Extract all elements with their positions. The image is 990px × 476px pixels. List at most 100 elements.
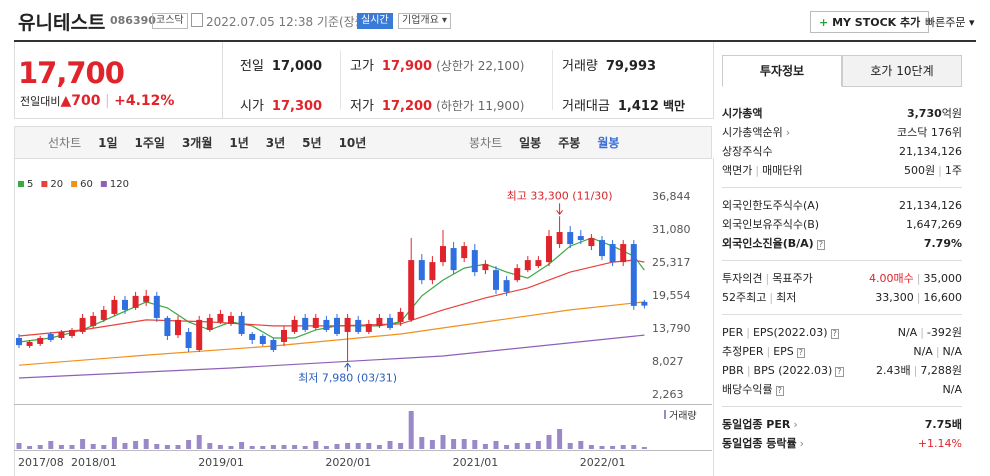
x-tick-label: 2022/01 — [580, 456, 626, 469]
separator: | — [766, 345, 771, 358]
link-icon: › — [799, 437, 805, 450]
info-row[interactable]: 동일업종 PER › 7.75배 — [722, 415, 962, 434]
period-button[interactable]: 1주일 — [134, 136, 165, 150]
period-button[interactable]: 3개월 — [181, 136, 213, 150]
candle-body — [47, 333, 54, 340]
volume-bar — [451, 439, 457, 449]
volume-bar — [525, 443, 531, 449]
candle-body — [524, 260, 531, 271]
value-text: N/A — [913, 345, 933, 358]
tab[interactable]: 투자정보 — [722, 55, 842, 87]
info-panel: 투자정보 호가 10단계 시가총액 3,730억원 시가총액순위 › 코스닥 176위 상장… — [722, 55, 962, 460]
row-label: 시가총액순위 › — [722, 123, 790, 142]
volume-bar — [387, 441, 393, 449]
period-button[interactable]: 월봉 — [597, 136, 620, 150]
label-text: 동일업종 PER — [722, 418, 791, 431]
row-value: 2.43배 | 7,288원 — [876, 361, 962, 380]
quote-value: 79,993 — [605, 59, 657, 74]
candle-body — [206, 317, 213, 330]
legend-swatch — [41, 181, 48, 187]
volume-bar — [610, 446, 616, 449]
value-text: 3,730 — [906, 107, 942, 120]
row-value: 500원 | 1주 — [904, 161, 962, 180]
value-text: 21,134,126 — [899, 145, 962, 158]
quick-order-text: 빠른주문 — [925, 16, 966, 29]
candle-body — [164, 317, 171, 336]
candle-body — [397, 311, 404, 322]
row-value: +1.14% — [918, 434, 962, 453]
value-text: 35,000 — [923, 272, 963, 285]
quote-value: 17,300 — [271, 99, 323, 114]
period-button[interactable]: 3년 — [265, 136, 286, 150]
volume-bar — [419, 437, 425, 449]
annotation: 최저 7,980 (03/31) — [298, 371, 397, 384]
stock-code: 086390 — [110, 14, 156, 27]
value-text: +1.14% — [917, 437, 962, 450]
candle-body — [228, 315, 234, 324]
label-text: 외국인한도주식수(A) — [722, 199, 820, 212]
value-text: 7.79% — [923, 237, 962, 250]
period-button[interactable]: 10년 — [338, 136, 367, 150]
x-tick-label: 2019/01 — [198, 456, 244, 469]
row-label: 상장주식수 — [722, 142, 773, 161]
quote-label: 시가 — [240, 99, 264, 114]
volume-bar — [472, 440, 478, 449]
info-icon: ? — [796, 348, 806, 358]
volume-bar — [345, 443, 351, 449]
separator: | — [920, 326, 924, 339]
quote-label: 거래량 — [562, 59, 598, 74]
candle-body — [217, 313, 224, 322]
info-row[interactable]: 시가총액순위 › 코스닥 176위 — [722, 123, 962, 142]
row-label: 동일업종 등락률 › — [722, 434, 804, 453]
candle-body — [440, 246, 446, 263]
x-tick-label: 2021/01 — [453, 456, 499, 469]
line-periods: 선차트 1일 1주일 3개월 1년 3년 5년 10년 — [48, 134, 366, 151]
realtime-badge: 실시간 — [357, 13, 393, 29]
label-text: BPS (2022.03) — [753, 364, 833, 377]
annotation: 최고 33,300 (11/30) — [507, 189, 613, 202]
row-label: 외국인한도주식수(A) — [722, 196, 819, 215]
candle-body — [196, 319, 203, 350]
row-value: 3,730억원 — [907, 104, 962, 123]
overview-button[interactable]: 기업개요 ▾ — [398, 13, 452, 29]
legend-swatch — [71, 181, 78, 187]
candle-body — [344, 317, 351, 332]
period-button[interactable]: 1일 — [98, 136, 118, 150]
candle-body — [90, 315, 97, 326]
y-tick-label: 31,080 — [652, 223, 691, 236]
info-row[interactable]: 동일업종 등락률 › +1.14% — [722, 434, 962, 453]
period-button[interactable]: 1년 — [229, 136, 249, 150]
volume-bar — [440, 435, 446, 449]
tabs: 투자정보 호가 10단계 — [722, 55, 962, 87]
volume-bar — [578, 441, 584, 449]
quick-order[interactable]: 빠른주문 ▾ — [925, 16, 975, 29]
volume-bar — [281, 445, 287, 449]
info-icon: ? — [816, 240, 825, 250]
period-button[interactable]: 주봉 — [558, 136, 581, 150]
candle-label: 봉차트 — [469, 136, 503, 150]
quote-cell: 고가 17,900 (상한가 22,100) — [350, 55, 524, 74]
volume-bar — [122, 443, 128, 449]
ma-line — [18, 334, 645, 379]
volume-bar — [514, 443, 520, 449]
row-label: 액면가 | 매매단위 — [722, 161, 803, 180]
row-label: 시가총액 — [722, 104, 762, 123]
volume-bar — [175, 445, 181, 449]
volume-bar — [90, 444, 96, 449]
row-value: 21,134,126 — [899, 142, 962, 161]
volume-bar — [16, 443, 22, 449]
my-stock-button[interactable]: + MY STOCK 추가 — [810, 11, 930, 33]
period-button[interactable]: 일봉 — [519, 136, 542, 150]
tab[interactable]: 호가 10단계 — [842, 55, 962, 87]
my-stock-text: MY STOCK 추가 — [832, 16, 921, 29]
quote-cell: 거래대금 1,412 백만 — [562, 95, 685, 114]
period-button[interactable]: 5년 — [302, 136, 322, 150]
y-tick-label: 13,790 — [652, 322, 691, 335]
label-text: 최저 — [776, 291, 797, 304]
volume-bar — [376, 445, 382, 449]
change-rate: +4.12% — [114, 93, 175, 109]
arrow-head — [556, 209, 563, 216]
row-value: 21,134,126 — [899, 196, 962, 215]
info-row: 액면가 | 매매단위 500원 | 1주 — [722, 161, 962, 180]
separator: | — [769, 291, 774, 304]
